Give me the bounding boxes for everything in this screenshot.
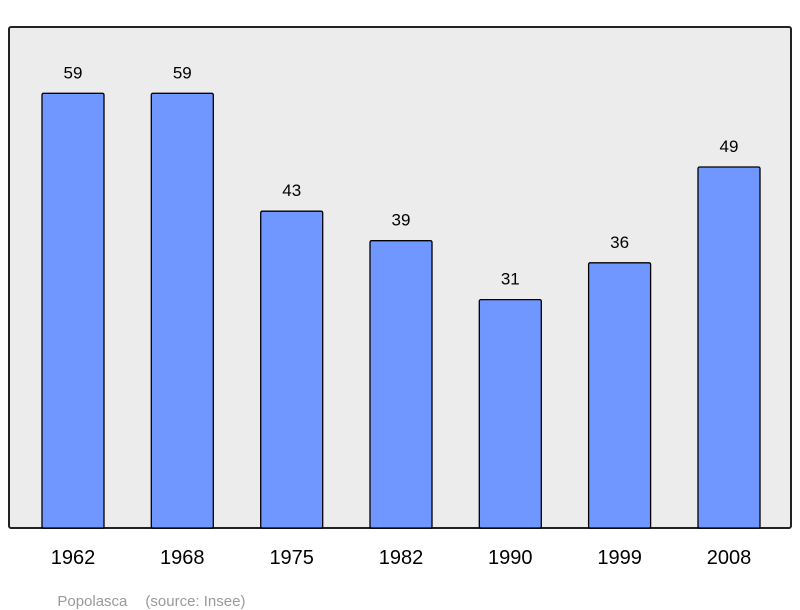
data-label-1968: 59 — [173, 63, 192, 82]
caption-source: (source: Insee) — [145, 593, 246, 610]
x-tick-label-1975: 1975 — [269, 547, 314, 569]
bar-1990 — [478, 298, 542, 529]
data-label-2008: 49 — [720, 137, 739, 156]
x-tick-label-1990: 1990 — [488, 547, 533, 569]
bar-1975 — [260, 210, 324, 529]
bar-2008 — [697, 166, 761, 529]
bar-1962 — [41, 92, 105, 529]
caption-place: Popolasca — [57, 593, 128, 610]
x-tick-label-2008: 2008 — [707, 547, 752, 569]
data-label-1962: 59 — [64, 63, 83, 82]
x-tick-label-1999: 1999 — [597, 547, 642, 569]
data-label-1999: 36 — [610, 233, 629, 252]
x-tick-label-1982: 1982 — [379, 547, 424, 569]
x-tick-labels-group: 1962 1968 1975 1982 1990 1999 2008 — [51, 547, 752, 569]
data-label-1975: 43 — [282, 181, 301, 200]
bar-1968 — [150, 92, 214, 529]
chart-caption: Popolasca (source: Insee) — [49, 576, 263, 610]
bar-1982 — [369, 240, 433, 529]
data-label-1990: 31 — [501, 270, 520, 289]
bar-1999 — [587, 262, 652, 529]
x-tick-label-1968: 1968 — [160, 547, 205, 569]
bars-group — [41, 92, 761, 529]
data-label-1982: 39 — [392, 211, 411, 230]
data-labels-group: 59 59 43 39 31 36 49 — [64, 63, 739, 288]
x-tick-label-1962: 1962 — [51, 547, 96, 569]
